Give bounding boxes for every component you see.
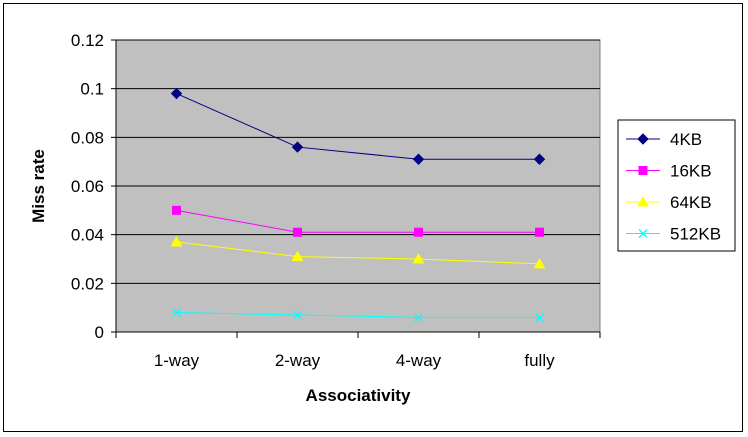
series-line — [176, 209, 540, 233]
data-point — [172, 308, 181, 317]
x-tick-label: 1-way — [154, 351, 200, 370]
data-point — [291, 141, 304, 153]
data-point — [293, 310, 302, 320]
y-axis-title: Miss rate — [29, 149, 48, 223]
data-point — [293, 227, 302, 237]
legend-label: 16KB — [670, 162, 712, 181]
legend-label: 4KB — [670, 130, 702, 149]
x-tick-label: fully — [524, 351, 555, 370]
y-tick-label: 0.06 — [71, 177, 104, 196]
x-axis-title: Associativity — [306, 386, 411, 405]
data-point — [412, 252, 425, 264]
y-tick-label: 0.12 — [71, 31, 104, 50]
legend-label: 512KB — [670, 225, 721, 244]
data-point — [533, 153, 546, 165]
legend-marker — [637, 133, 649, 145]
legend-box — [617, 119, 736, 252]
series-line — [176, 241, 540, 265]
legend-marker — [638, 166, 648, 175]
data-point — [170, 235, 183, 247]
data-point — [170, 87, 183, 100]
x-tick-label: 2-way — [275, 351, 321, 370]
chart-frame — [3, 3, 743, 432]
x-axis-ticks: 1-way 2-way 4-way fully — [115, 331, 601, 370]
y-tick-label: 0 — [95, 323, 104, 342]
x-tick-label: 4-way — [396, 351, 442, 370]
y-axis-ticks: 0 0.02 0.04 0.06 0.08 0.1 0.12 — [71, 31, 117, 342]
data-point — [412, 153, 425, 165]
data-point — [414, 227, 423, 237]
data-point — [535, 312, 544, 322]
legend: 4KB 16KB 64KB 512KB — [626, 130, 721, 244]
data-point — [533, 257, 546, 269]
series-line — [176, 312, 540, 318]
y-tick-label: 0.04 — [71, 226, 104, 245]
data-point — [172, 205, 181, 215]
legend-marker — [638, 229, 648, 238]
data-point — [414, 312, 423, 322]
series-group — [170, 87, 546, 322]
y-tick-label: 0.1 — [80, 80, 104, 99]
data-point — [535, 227, 544, 237]
legend-label: 64KB — [670, 193, 712, 212]
gridlines — [116, 39, 600, 284]
y-tick-label: 0.02 — [71, 274, 104, 293]
data-point — [291, 250, 304, 262]
legend-marker — [637, 195, 649, 207]
series-line — [176, 93, 540, 160]
y-tick-label: 0.08 — [71, 128, 104, 147]
